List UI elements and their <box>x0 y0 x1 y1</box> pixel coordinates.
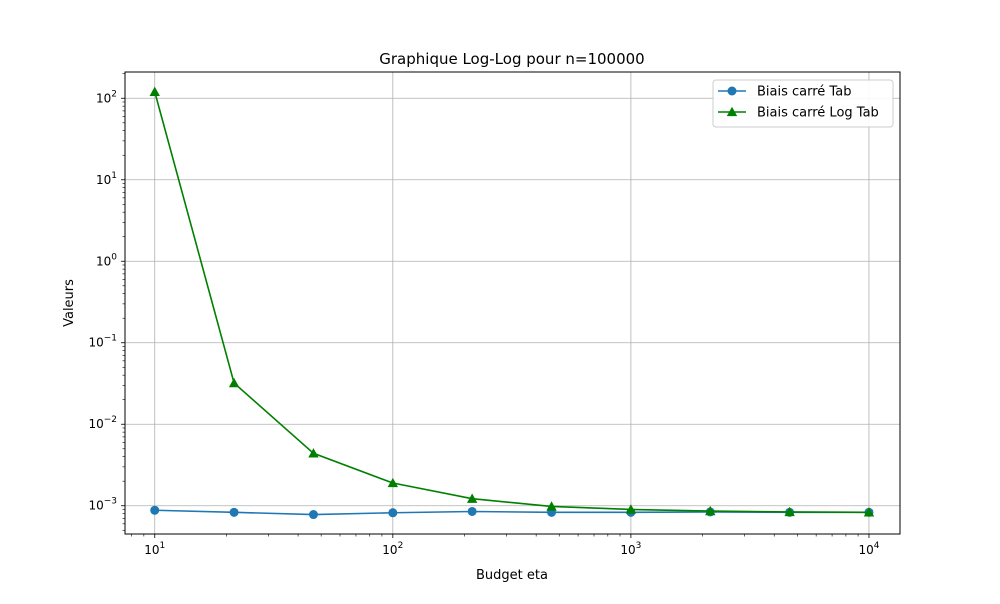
data-point <box>466 493 478 503</box>
data-point <box>150 505 160 515</box>
legend-entry: Biais carré Log Tab <box>718 106 879 121</box>
data-point <box>625 504 637 514</box>
series-2 <box>149 86 875 517</box>
legend-marker <box>727 86 737 96</box>
data-point <box>229 507 239 517</box>
y-tick-label: 10−2 <box>88 415 117 431</box>
y-tick-label: 10−3 <box>88 497 117 513</box>
legend-marker <box>726 106 738 117</box>
y-tick-label: 10−1 <box>88 334 117 350</box>
legend-entry: Biais carré Tab <box>718 85 851 100</box>
series-line <box>153 91 869 514</box>
x-tick-label: 101 <box>144 541 165 557</box>
y-tick-label: 101 <box>96 171 117 187</box>
plot-frame <box>124 71 901 535</box>
legend: Biais carré Tab Biais carré Log Tab <box>712 79 894 128</box>
data-point <box>467 506 477 516</box>
y-tick-label: 102 <box>96 89 117 105</box>
legend-box <box>712 79 894 128</box>
data-point <box>784 506 795 517</box>
data-point <box>228 377 240 388</box>
data-point <box>149 86 160 96</box>
data-point <box>308 448 319 458</box>
series-layer <box>149 86 875 520</box>
y-axis-label: Valeurs <box>62 279 77 327</box>
x-axis-label: Budget eta <box>476 568 548 583</box>
chart-title: Graphique Log-Log pour n=100000 <box>379 50 644 68</box>
data-point <box>308 510 318 520</box>
data-point <box>388 508 398 518</box>
legend-label: Biais carré Tab <box>757 85 851 100</box>
x-tick-label: 104 <box>858 541 879 557</box>
data-point <box>863 507 875 517</box>
x-tick-label: 102 <box>382 541 403 557</box>
axis-ticks: 101 102 103 104 10−3 10−2 10−1 100 101 102 <box>88 89 879 557</box>
data-point <box>546 501 557 511</box>
data-point <box>387 477 399 488</box>
x-tick-label: 103 <box>620 541 641 557</box>
data-point <box>705 505 716 516</box>
legend-label: Biais carré Log Tab <box>757 106 879 121</box>
y-tick-label: 100 <box>96 252 117 268</box>
